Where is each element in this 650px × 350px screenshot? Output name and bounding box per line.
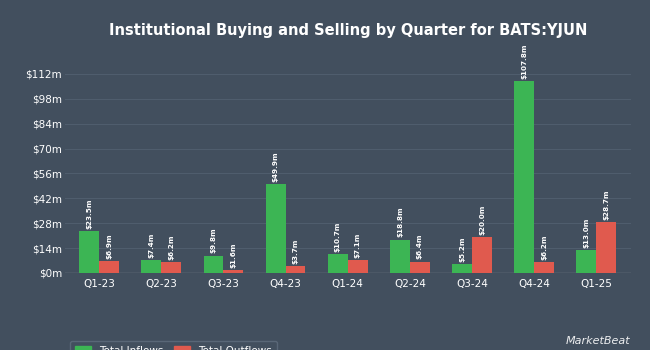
Text: $49.9m: $49.9m — [272, 152, 279, 182]
Text: $3.7m: $3.7m — [292, 239, 298, 264]
Text: $6.9m: $6.9m — [106, 233, 112, 259]
Text: $9.8m: $9.8m — [211, 228, 216, 253]
Text: $5.2m: $5.2m — [459, 236, 465, 261]
Text: $28.7m: $28.7m — [603, 189, 609, 220]
Bar — [596, 222, 616, 273]
Bar — [285, 266, 306, 273]
Bar — [514, 81, 534, 273]
Text: $10.7m: $10.7m — [335, 222, 341, 252]
Text: $6.4m: $6.4m — [417, 234, 423, 259]
Legend: Total Inflows, Total Outflows: Total Inflows, Total Outflows — [70, 341, 277, 350]
Bar — [79, 231, 99, 273]
Text: $13.0m: $13.0m — [584, 217, 590, 248]
Text: $7.4m: $7.4m — [148, 232, 155, 258]
Text: $20.0m: $20.0m — [479, 205, 485, 235]
Bar — [99, 261, 119, 273]
Title: Institutional Buying and Selling by Quarter for BATS:YJUN: Institutional Buying and Selling by Quar… — [109, 23, 587, 38]
Text: $6.2m: $6.2m — [168, 234, 174, 260]
Bar — [472, 237, 492, 273]
Text: $18.8m: $18.8m — [397, 207, 403, 237]
Bar — [452, 264, 472, 273]
Bar — [328, 254, 348, 273]
Bar — [161, 262, 181, 273]
Bar — [534, 262, 554, 273]
Text: $107.8m: $107.8m — [521, 44, 527, 79]
Bar — [266, 184, 285, 273]
Text: $23.5m: $23.5m — [86, 198, 92, 229]
Bar — [224, 270, 243, 273]
Bar — [203, 256, 224, 273]
Bar — [348, 260, 368, 273]
Text: $6.2m: $6.2m — [541, 234, 547, 260]
Text: $7.1m: $7.1m — [355, 233, 361, 258]
Text: MarketBeat: MarketBeat — [566, 336, 630, 346]
Bar — [142, 260, 161, 273]
Bar — [410, 261, 430, 273]
Bar — [390, 240, 410, 273]
Bar — [577, 250, 596, 273]
Text: $1.6m: $1.6m — [230, 243, 237, 268]
